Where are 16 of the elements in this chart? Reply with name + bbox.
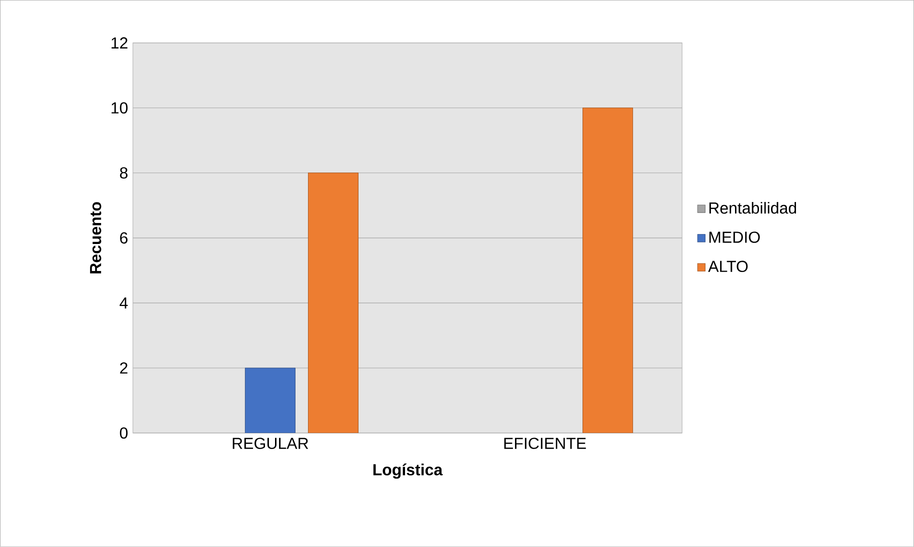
y-tick-label: 2	[120, 362, 128, 374]
y-tick-label: 12	[112, 37, 128, 49]
x-axis-title: Logística	[373, 464, 443, 479]
y-axis-title: Recuento	[90, 202, 102, 274]
y-tick-label: 6	[120, 232, 128, 244]
y-tick-label: 4	[120, 298, 128, 309]
legend-label: ALTO	[708, 260, 748, 272]
y-tick-label: 8	[120, 167, 128, 179]
bar	[308, 172, 358, 434]
legend-label: Rentabilidad	[709, 202, 796, 214]
legend-label: MEDIO	[709, 232, 760, 243]
x-tick-label: REGULAR	[232, 438, 308, 450]
y-tick-label: 10	[112, 102, 128, 114]
bar	[582, 108, 634, 434]
x-tick-label: EFICIENTE	[504, 438, 586, 450]
y-tick-label: 0	[120, 427, 128, 439]
